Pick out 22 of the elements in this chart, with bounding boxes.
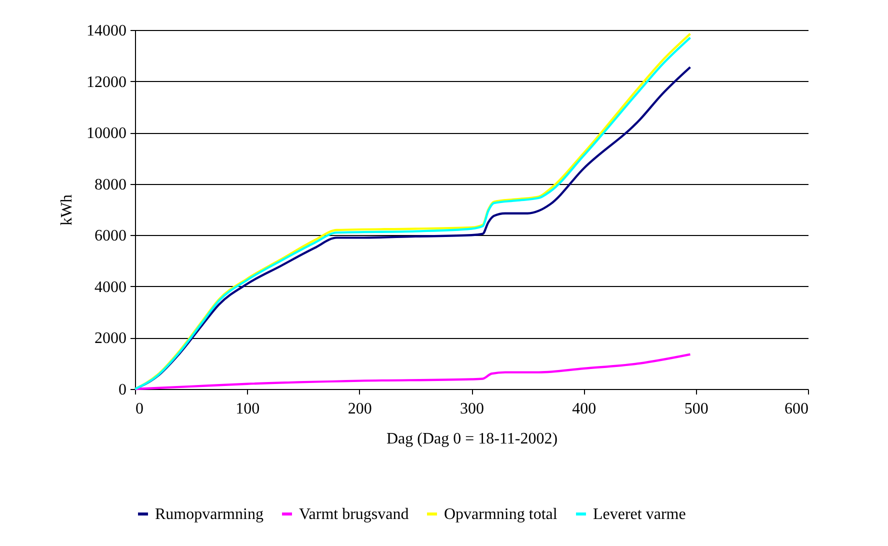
y-tick-label: 12000 (86, 74, 126, 91)
legend-label: Rumopvarmning (155, 506, 264, 523)
y-tick-label: 6000 (94, 228, 126, 245)
y-tick-label: 8000 (94, 176, 126, 194)
legend-label: Varmt brugsvand (299, 506, 409, 523)
y-tick-label: 2000 (94, 330, 126, 348)
y-tick-label: 10000 (86, 125, 126, 142)
x-tick-label: 500 (684, 400, 708, 418)
y-tick-label: 4000 (94, 278, 126, 296)
line-series (134, 353, 692, 390)
legend-label: Leveret varme (593, 506, 686, 523)
x-tick-label: 0 (136, 400, 144, 418)
y-axis-title: kWh (58, 194, 76, 226)
x-tick-label: 600 (784, 400, 808, 418)
legend-label: Opvarmning total (444, 506, 558, 523)
x-tick-label: 300 (460, 400, 484, 418)
y-tick-label: 0 (118, 382, 126, 398)
x-tick-label: 400 (572, 400, 596, 418)
x-axis-title: Dag (Dag 0 = 18-11-2002) (386, 430, 558, 448)
x-tick-label: 200 (348, 400, 372, 418)
y-tick-label: 14000 (86, 22, 126, 40)
x-tick-label: 100 (236, 400, 260, 418)
